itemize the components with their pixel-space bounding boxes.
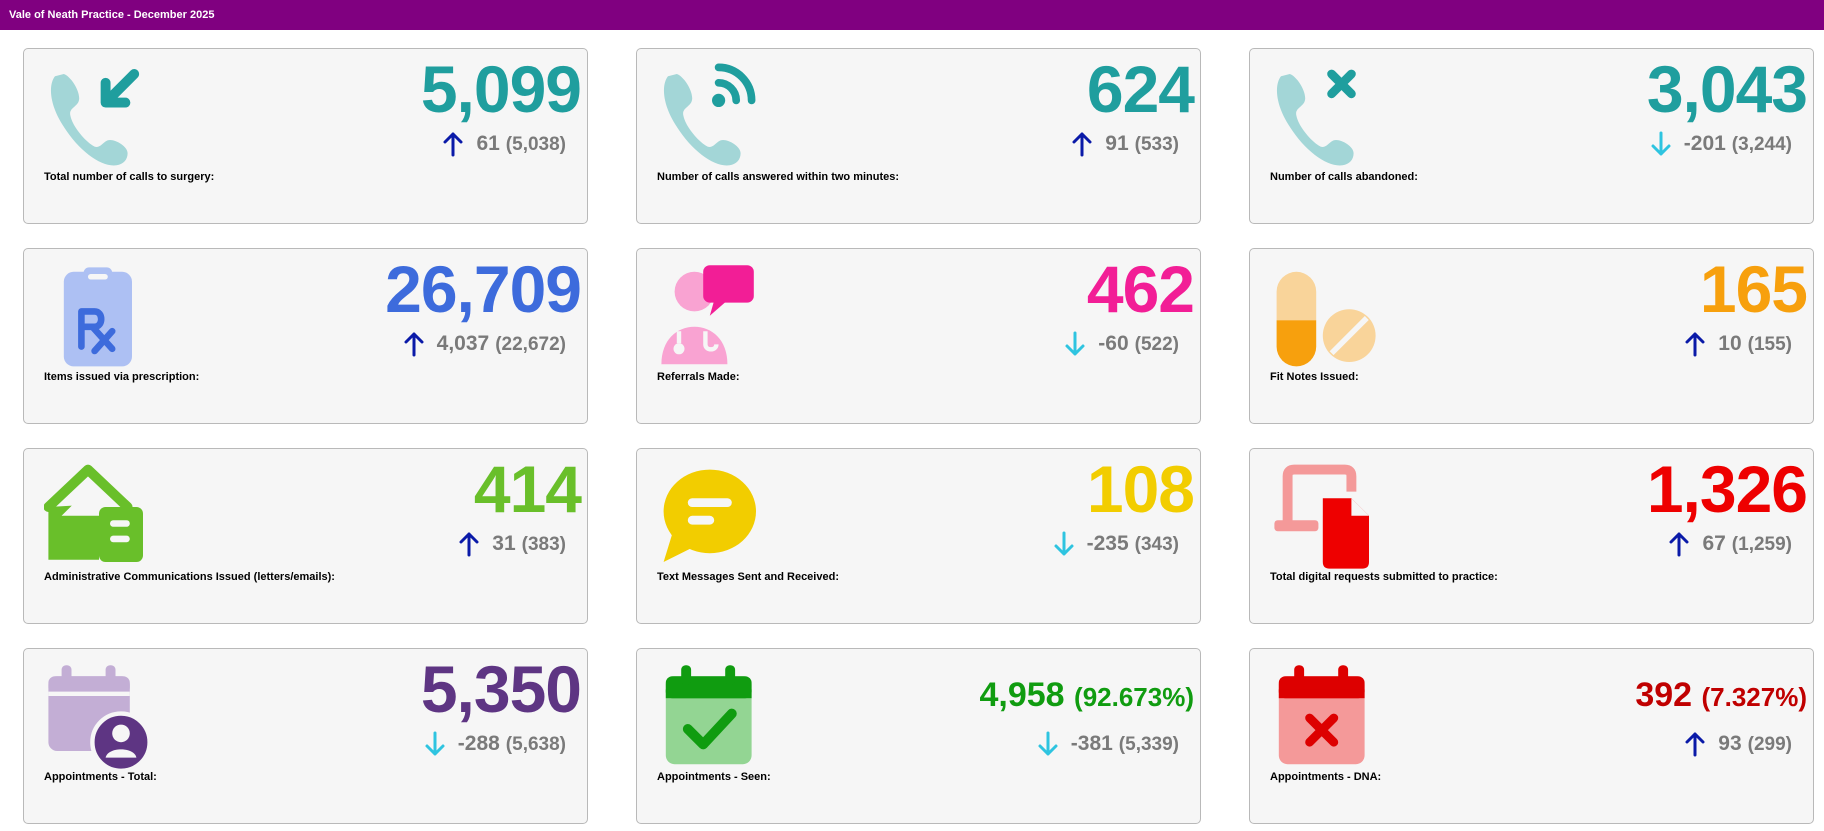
arrow-up-icon: [1684, 731, 1706, 757]
doctor-chat-icon: [657, 263, 767, 373]
arrow-up-icon: [1071, 131, 1093, 157]
kpi-label: Total digital requests submitted to prac…: [1270, 571, 1498, 583]
kpi-change: -201 (3,244): [1650, 127, 1792, 161]
kpi-card-calls-abandoned: 3,043 -201 (3,244) Number of calls abando…: [1249, 48, 1814, 224]
kpi-change: 4,037 (22,672): [403, 327, 566, 361]
kpi-previous: (22,672): [495, 334, 566, 355]
kpi-previous: (343): [1134, 534, 1179, 555]
kpi-label: Appointments - DNA:: [1270, 771, 1382, 783]
kpi-value: 5,350: [420, 652, 582, 726]
arrow-down-icon: [1053, 531, 1075, 557]
kpi-card-appointments-total: 5,350 -288 (5,638) Appointments - Total:: [23, 648, 588, 824]
kpi-card-appointments-seen: 4,958 (92.673%) -381 (5,339) Appointments…: [636, 648, 1201, 824]
kpi-previous: (155): [1747, 334, 1792, 355]
kpi-card-total-calls: 5,099 61 (5,038) Total number of calls to…: [23, 48, 588, 224]
pills-icon: [1270, 263, 1380, 373]
kpi-value: 108: [1086, 452, 1195, 526]
kpi-delta: -235: [1086, 532, 1129, 555]
arrow-up-icon: [403, 331, 425, 357]
kpi-delta: 67: [1702, 532, 1726, 555]
speech-bubble-icon: [657, 463, 767, 573]
calendar-cross-icon: [1270, 663, 1380, 773]
kpi-change: -381 (5,339): [1037, 727, 1179, 761]
kpi-label: Appointments - Seen:: [657, 771, 771, 783]
kpi-value: 5,099: [420, 52, 582, 126]
arrow-down-icon: [1037, 731, 1059, 757]
calendar-user-icon: [44, 663, 154, 773]
kpi-card-referrals: 462 -60 (522) Referrals Made:: [636, 248, 1201, 424]
kpi-delta: 4,037: [436, 332, 490, 355]
kpi-card-fit-notes: 165 10 (155) Fit Notes Issued:: [1249, 248, 1814, 424]
kpi-previous: (1,259): [1731, 534, 1792, 555]
kpi-label: Total number of calls to surgery:: [44, 171, 215, 183]
kpi-value: 624: [1086, 52, 1195, 126]
kpi-card-admin-communications: 414 31 (383) Administrative Communication…: [23, 448, 588, 624]
kpi-delta: 10: [1718, 332, 1742, 355]
kpi-label: Administrative Communications Issued (le…: [44, 571, 335, 583]
kpi-change: -235 (343): [1053, 527, 1179, 561]
kpi-card-digital-requests: 1,326 67 (1,259) Total digital requests s…: [1249, 448, 1814, 624]
kpi-change: -60 (522): [1064, 327, 1179, 361]
mail-home-icon: [44, 463, 154, 573]
arrow-up-icon: [442, 131, 464, 157]
kpi-delta: 93: [1718, 732, 1742, 755]
kpi-label: Appointments - Total:: [44, 771, 157, 783]
kpi-label: Referrals Made:: [657, 371, 740, 383]
kpi-delta: 91: [1105, 132, 1129, 155]
prescription-clipboard-icon: [44, 263, 154, 373]
kpi-previous: (533): [1134, 134, 1179, 155]
kpi-delta: -201: [1683, 132, 1726, 155]
kpi-delta: -60: [1098, 332, 1129, 355]
kpi-label: Items issued via prescription:: [44, 371, 200, 383]
kpi-card-calls-answered: 624 91 (533) Number of calls answered wit…: [636, 48, 1201, 224]
kpi-previous: (5,339): [1118, 734, 1179, 755]
arrow-down-icon: [1650, 131, 1672, 157]
kpi-previous: (5,638): [505, 734, 566, 755]
kpi-delta: 31: [492, 532, 516, 555]
kpi-change: 67 (1,259): [1668, 527, 1792, 561]
calendar-check-icon: [657, 663, 767, 773]
kpi-card-appointments-dna: 392 (7.327%) 93 (299) Appointments - DNA:: [1249, 648, 1814, 824]
kpi-card-text-messages: 108 -235 (343) Text Messages Sent and Rec…: [636, 448, 1201, 624]
kpi-delta: 61: [476, 132, 500, 155]
device-document-icon: [1270, 463, 1380, 573]
kpi-change: 93 (299): [1684, 727, 1792, 761]
phone-signal-icon: [657, 63, 767, 173]
kpi-value: 392 (7.327%): [1635, 676, 1807, 714]
kpi-value: 4,958 (92.673%): [979, 676, 1194, 714]
arrow-down-icon: [424, 731, 446, 757]
kpi-change: 31 (383): [458, 527, 566, 561]
kpi-previous: (299): [1747, 734, 1792, 755]
kpi-delta: -288: [457, 732, 500, 755]
kpi-previous: (522): [1134, 334, 1179, 355]
kpi-value: 3,043: [1646, 52, 1808, 126]
kpi-change: -288 (5,638): [424, 727, 566, 761]
kpi-previous: (5,038): [505, 134, 566, 155]
kpi-previous: (383): [521, 534, 566, 555]
phone-incoming-icon: [44, 63, 154, 173]
arrow-up-icon: [458, 531, 480, 557]
kpi-change: 10 (155): [1684, 327, 1792, 361]
kpi-value: 1,326: [1646, 452, 1808, 526]
page-header: Vale of Neath Practice - December 2025: [0, 0, 1824, 30]
kpi-label: Text Messages Sent and Received:: [657, 571, 839, 583]
kpi-label: Fit Notes Issued:: [1270, 371, 1359, 383]
kpi-value: 165: [1699, 252, 1808, 326]
arrow-down-icon: [1064, 331, 1086, 357]
kpi-value: 26,709: [385, 252, 582, 326]
arrow-up-icon: [1684, 331, 1706, 357]
kpi-previous: (3,244): [1731, 134, 1792, 155]
page-title: Vale of Neath Practice - December 2025: [9, 9, 215, 21]
kpi-change: 91 (533): [1071, 127, 1179, 161]
kpi-delta: -381: [1070, 732, 1113, 755]
kpi-value: 462: [1086, 252, 1195, 326]
phone-missed-icon: [1270, 63, 1380, 173]
kpi-card-prescription-items: 26,709 4,037 (22,672) Items issued via pr…: [23, 248, 588, 424]
kpi-value: 414: [473, 452, 582, 526]
arrow-up-icon: [1668, 531, 1690, 557]
kpi-label: Number of calls abandoned:: [1270, 171, 1418, 183]
kpi-change: 61 (5,038): [442, 127, 566, 161]
kpi-label: Number of calls answered within two minu…: [657, 171, 900, 183]
